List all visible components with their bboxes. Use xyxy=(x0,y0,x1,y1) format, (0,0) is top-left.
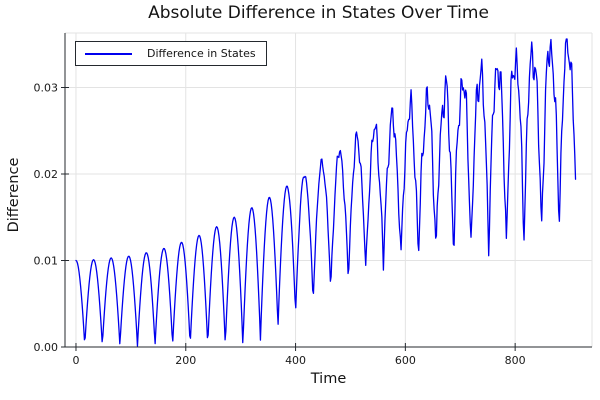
series-line xyxy=(75,38,577,347)
chart-title: Absolute Difference in States Over Time xyxy=(148,3,489,23)
x-tick-label: 400 xyxy=(285,354,306,367)
y-axis-label: Difference xyxy=(6,157,22,233)
x-tick-label: 600 xyxy=(395,354,416,367)
legend: Difference in States xyxy=(75,41,267,66)
legend-series-label: Difference in States xyxy=(147,47,256,60)
y-tick-label: 0.03 xyxy=(34,81,59,94)
x-axis-label: Time xyxy=(310,371,347,387)
y-tick-label: 0.02 xyxy=(34,168,59,181)
legend-line-sample xyxy=(85,52,132,55)
y-tick-label: 0.00 xyxy=(34,341,59,354)
x-tick-label: 800 xyxy=(505,354,526,367)
x-tick-label: 0 xyxy=(72,354,79,367)
x-tick-label: 200 xyxy=(175,354,196,367)
y-tick-label: 0.01 xyxy=(34,254,59,267)
